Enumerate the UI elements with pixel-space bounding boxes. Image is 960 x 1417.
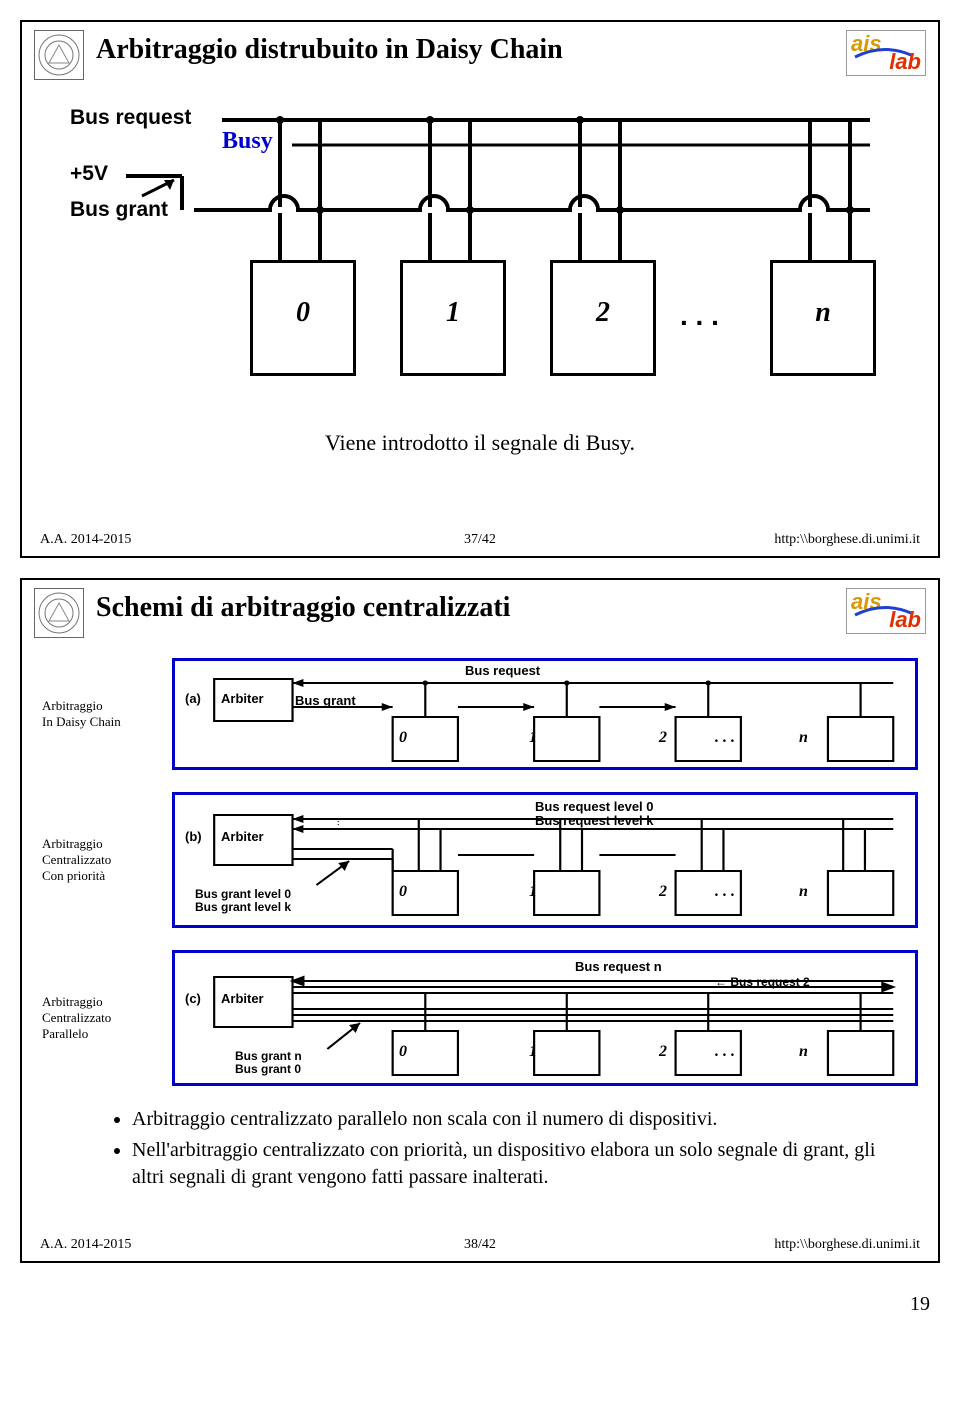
footer-left-2: A.A. 2014-2015 xyxy=(40,1237,333,1253)
bus-grant-0: Bus grant 0 xyxy=(235,1062,301,1076)
ais-lab-logo-icon: ais lab xyxy=(846,30,926,76)
bus-req-n: Bus request n xyxy=(575,959,662,974)
university-seal-icon xyxy=(34,30,84,80)
bus-grant-n: Bus grant n xyxy=(235,1049,302,1063)
footer-right: http:\\borghese.di.unimi.it xyxy=(627,532,920,548)
scheme-a-diagram: (a) Arbiter Bus request Bus grant 0 1 2 … xyxy=(172,658,918,770)
device-box-2: 2 xyxy=(550,260,656,376)
scheme-a-label: ArbitraggioIn Daisy Chain xyxy=(42,698,162,731)
slide-1-body: Bus request Busy +5V Bus grant 0 1 2 . .… xyxy=(22,80,938,526)
scheme-b-diagram: (b) Arbiter Bus request level 0 Bus requ… xyxy=(172,792,918,928)
scheme-c-diagram: (c) Arbiter Bus request n ← Bus request … xyxy=(172,950,918,1086)
slide-1-header: Arbitraggio distrubuito in Daisy Chain a… xyxy=(22,22,938,80)
bullet-2: Nell'arbitraggio centralizzato con prior… xyxy=(132,1137,888,1191)
req-levelk: Bus request level k xyxy=(535,813,654,828)
footer-right-2: http:\\borghese.di.unimi.it xyxy=(627,1237,920,1253)
ellipsis-1: . . . xyxy=(680,300,719,332)
req-level0: Bus request level 0 xyxy=(535,799,654,814)
university-seal-icon xyxy=(34,588,84,638)
slide-2-header: Schemi di arbitraggio centralizzati ais … xyxy=(22,580,938,638)
arbiter-a: Arbiter xyxy=(221,691,264,706)
slide-2-footer: A.A. 2014-2015 38/42 http:\\borghese.di.… xyxy=(22,1231,938,1261)
arbiter-b: Arbiter xyxy=(221,829,264,844)
device-box-1: 1 xyxy=(400,260,506,376)
page-number: 19 xyxy=(0,1293,930,1316)
device-box-n: n xyxy=(770,260,876,376)
busy-label: Busy xyxy=(222,128,273,155)
grant-level0: Bus grant level 0 xyxy=(195,887,291,901)
scheme-b-tag: (b) xyxy=(185,829,202,844)
bus-request-label: Bus request xyxy=(70,106,191,130)
slide-2: Schemi di arbitraggio centralizzati ais … xyxy=(20,578,940,1263)
slide-2-title: Schemi di arbitraggio centralizzati xyxy=(96,592,846,624)
footer-mid: 37/42 xyxy=(333,532,626,548)
bus-grant-label: Bus grant xyxy=(70,198,168,222)
slide-2-body: ArbitraggioIn Daisy Chain xyxy=(22,638,938,1231)
device-box-0: 0 xyxy=(250,260,356,376)
scheme-row-a: ArbitraggioIn Daisy Chain xyxy=(42,658,918,770)
footer-mid-2: 38/42 xyxy=(333,1237,626,1253)
bullet-1: Arbitraggio centralizzato parallelo non … xyxy=(132,1106,888,1133)
bus-req-2: ← Bus request 2 xyxy=(715,975,810,989)
plus5v-label: +5V xyxy=(70,162,108,186)
slide-1-title: Arbitraggio distrubuito in Daisy Chain xyxy=(96,34,846,66)
scheme-b-label: ArbitraggioCentralizzatoCon priorità xyxy=(42,836,162,885)
scheme-a-tag: (a) xyxy=(185,691,201,706)
grant-levelk: Bus grant level k xyxy=(195,900,291,914)
bus-request-a: Bus request xyxy=(465,663,540,678)
daisy-chain-diagram: Bus request Busy +5V Bus grant 0 1 2 . .… xyxy=(70,100,890,400)
scheme-c-tag: (c) xyxy=(185,991,201,1006)
slide-1: Arbitraggio distrubuito in Daisy Chain a… xyxy=(20,20,940,558)
slide-1-caption: Viene introdotto il segnale di Busy. xyxy=(42,430,918,456)
slide-1-footer: A.A. 2014-2015 37/42 http:\\borghese.di.… xyxy=(22,526,938,556)
schemes-container: ArbitraggioIn Daisy Chain xyxy=(42,658,918,1086)
ais-lab-logo-icon: ais lab xyxy=(846,588,926,634)
slide-2-bullets: Arbitraggio centralizzato parallelo non … xyxy=(92,1106,888,1191)
footer-left: A.A. 2014-2015 xyxy=(40,532,333,548)
scheme-c-label: ArbitraggioCentralizzatoParallelo xyxy=(42,994,162,1043)
scheme-row-b: ArbitraggioCentralizzatoCon priorità xyxy=(42,792,918,928)
arbiter-c: Arbiter xyxy=(221,991,264,1006)
scheme-row-c: ArbitraggioCentralizzatoParallelo xyxy=(42,950,918,1086)
bus-grant-a: Bus grant xyxy=(295,693,356,708)
